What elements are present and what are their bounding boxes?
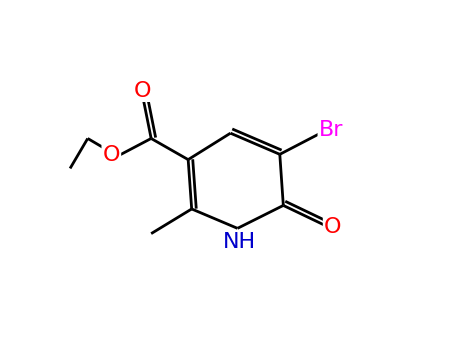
- Text: Br: Br: [319, 120, 343, 140]
- Text: O: O: [103, 145, 120, 165]
- Text: O: O: [324, 217, 342, 237]
- Text: O: O: [133, 81, 151, 101]
- Text: NH: NH: [223, 232, 256, 252]
